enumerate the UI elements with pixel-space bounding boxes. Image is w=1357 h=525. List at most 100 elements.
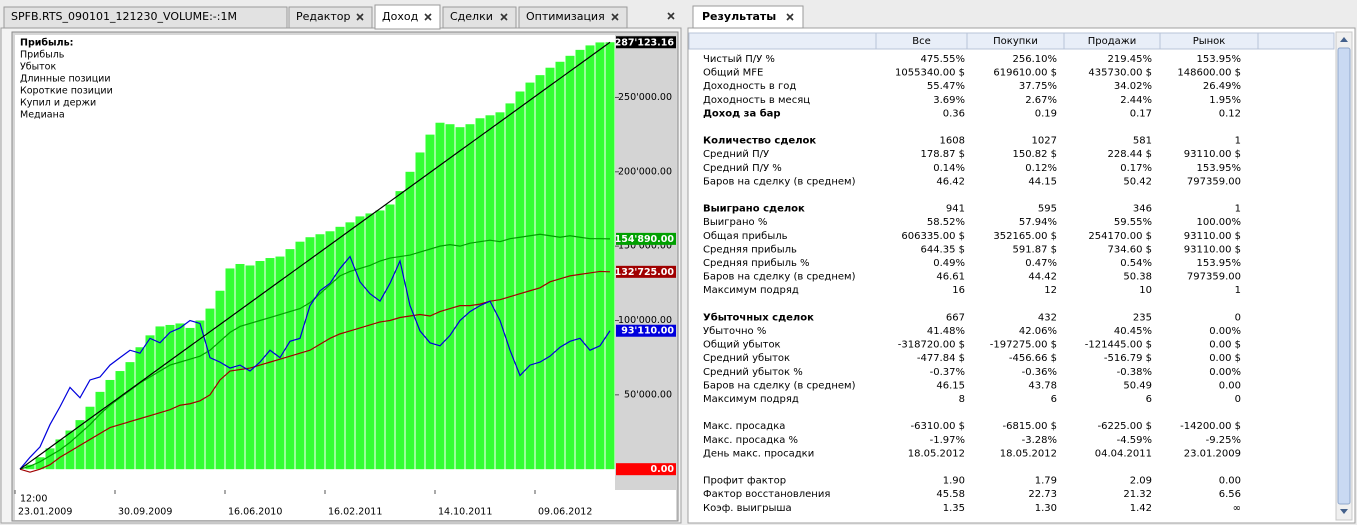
bar — [545, 67, 555, 470]
pane-close[interactable] — [667, 12, 675, 20]
cell: 93110.00 $ — [1184, 149, 1241, 160]
row-label: Средняя прибыль — [703, 244, 797, 255]
cell: 6.56 — [1219, 489, 1241, 500]
cell: 148600.00 $ — [1177, 68, 1241, 79]
legend-entry[interactable]: Прибыль — [20, 50, 65, 61]
row-label: Общая прибыль — [703, 231, 788, 242]
bar — [195, 320, 205, 470]
y-tick-label: 150'000.00 — [618, 241, 672, 252]
tab-label: Доход — [382, 10, 419, 23]
tab[interactable] — [374, 4, 441, 30]
cell: 6 — [1146, 394, 1152, 405]
bar — [555, 61, 565, 470]
row-label: Максимум подряд — [703, 394, 799, 405]
cell: 04.04.2011 — [1095, 448, 1152, 459]
bar — [345, 222, 355, 470]
bar — [415, 152, 425, 470]
cell: -516.79 $ — [1104, 353, 1152, 364]
scroll-down[interactable] — [1340, 509, 1348, 514]
value-tag — [616, 463, 676, 476]
cell: 50.42 — [1123, 176, 1152, 187]
cell: 26.49% — [1203, 81, 1241, 92]
bar — [145, 335, 155, 470]
cell: -6225.00 $ — [1097, 421, 1152, 432]
bar — [595, 42, 605, 470]
scroll-up[interactable] — [1340, 37, 1348, 42]
bar — [525, 82, 535, 470]
cell: 591.87 $ — [1012, 244, 1057, 255]
x-time-label: 12:00 — [20, 494, 47, 505]
row-label: Фактор восстановления — [703, 489, 830, 500]
bar — [465, 124, 475, 470]
tab-close[interactable] — [356, 13, 364, 21]
row-label: Средний убыток % — [703, 367, 803, 378]
cell: 0.54% — [1120, 258, 1152, 269]
legend-entry[interactable]: Убыток — [20, 62, 56, 73]
tab-label: Оптимизация — [526, 10, 605, 23]
tab-close[interactable] — [500, 13, 508, 21]
cell: 18.05.2012 — [908, 448, 965, 459]
tab-close[interactable] — [424, 13, 432, 21]
tab-close[interactable] — [786, 13, 794, 21]
bar — [245, 265, 255, 470]
cell: 55.47% — [927, 81, 965, 92]
tab[interactable] — [442, 6, 517, 29]
bar — [25, 464, 35, 470]
cell: 797359.00 — [1187, 176, 1241, 187]
cell: 178.87 $ — [920, 149, 965, 160]
cell: 475.55% — [921, 54, 966, 65]
scrollbar-thumb[interactable] — [1337, 47, 1351, 505]
bar — [455, 127, 465, 470]
cell: -121445.00 $ — [1085, 340, 1152, 351]
column-header[interactable]: Все — [912, 36, 931, 47]
legend-entry[interactable]: Медиана — [20, 110, 65, 121]
row-label: Макс. просадка — [703, 421, 785, 432]
tab[interactable] — [288, 6, 373, 29]
cell: 93110.00 $ — [1184, 244, 1241, 255]
cell: 58.52% — [927, 217, 965, 228]
tab[interactable] — [3, 6, 288, 29]
cell: 1.90 — [943, 476, 965, 487]
legend-entry[interactable]: Короткие позиции — [20, 86, 113, 97]
bar — [35, 457, 45, 470]
legend-entry[interactable]: Купил и держи — [20, 98, 96, 109]
tab-label: Результаты — [702, 10, 776, 23]
cell: -14200.00 $ — [1180, 421, 1241, 432]
row-label: Выиграно сделок — [703, 204, 805, 215]
bar — [75, 420, 85, 470]
cell: 0.00% — [1209, 326, 1241, 337]
column-header[interactable]: Рынок — [1193, 36, 1226, 47]
cell: 44.15 — [1028, 176, 1057, 187]
row-label: Баров на сделку (в среднем) — [703, 380, 856, 391]
bar — [265, 258, 275, 470]
cell: 34.02% — [1114, 81, 1152, 92]
cell: 93110.00 $ — [1184, 231, 1241, 242]
row-label: Средняя прибыль % — [703, 258, 810, 269]
cell: -318720.00 $ — [898, 340, 965, 351]
legend-entry[interactable]: Длинные позиции — [20, 74, 111, 85]
bar — [275, 256, 285, 470]
tab[interactable] — [518, 6, 628, 29]
cell: 0 — [1235, 312, 1241, 323]
bar — [165, 324, 175, 470]
cell: 0.12% — [1025, 163, 1057, 174]
cell: -3.28% — [1022, 435, 1057, 446]
row-label: Общий MFE — [703, 68, 763, 79]
cell: 0.00% — [1209, 367, 1241, 378]
cell: 1.42 — [1130, 503, 1152, 514]
cell: 8 — [959, 394, 965, 405]
bar — [485, 115, 495, 470]
cell: 57.94% — [1019, 217, 1057, 228]
column-header[interactable]: Продажи — [1088, 36, 1137, 47]
bar — [95, 391, 105, 470]
row-label: Максимум подряд — [703, 285, 799, 296]
tab[interactable] — [692, 5, 804, 29]
bar — [605, 42, 615, 470]
cell: 581 — [1133, 136, 1152, 147]
cell: 797359.00 — [1187, 272, 1241, 283]
row-label: Баров на сделку (в среднем) — [703, 272, 856, 283]
tab-close[interactable] — [611, 13, 619, 21]
column-header[interactable]: Покупки — [993, 36, 1038, 47]
value-tag — [616, 265, 676, 278]
y-tick-label: 200'000.00 — [618, 166, 672, 177]
